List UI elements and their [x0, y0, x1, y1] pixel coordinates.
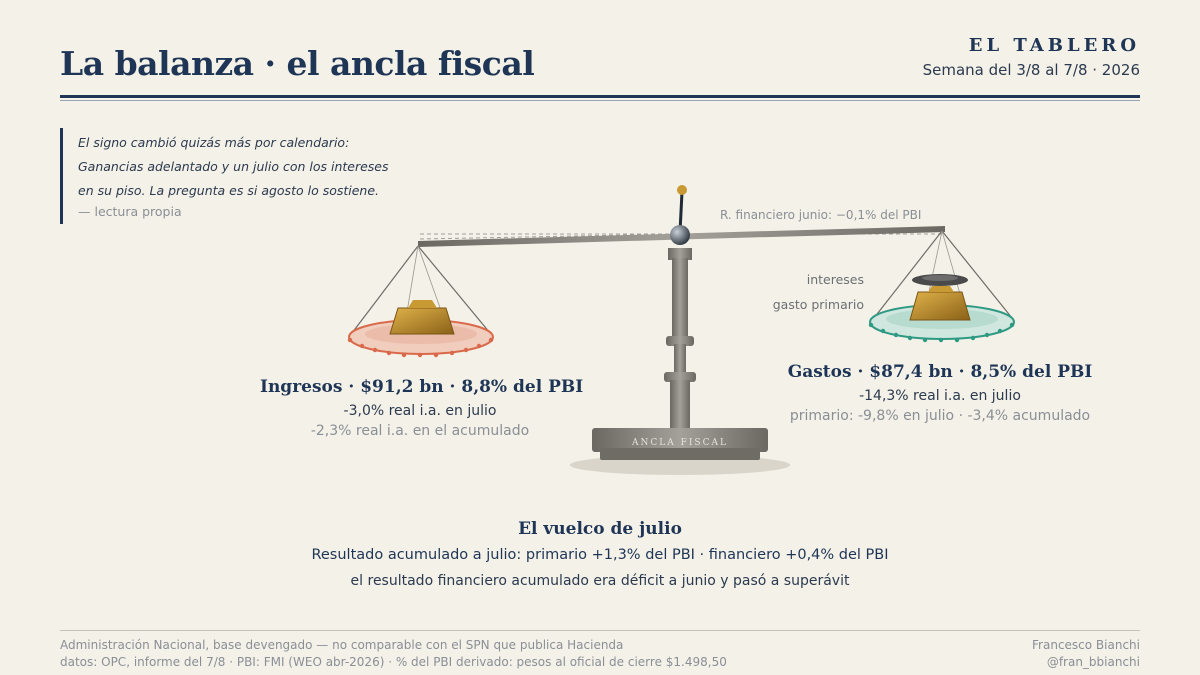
- quote-bar: [60, 128, 63, 224]
- page-title: La balanza · el ancla fiscal: [60, 44, 535, 83]
- pointer-tip: [677, 185, 687, 195]
- gastos-block: Gastos · $87,4 bn · 8,5% del PBI -14,3% …: [760, 362, 1120, 424]
- ingresos-line: -3,0% real i.a. en julio: [343, 403, 497, 419]
- ingresos-title: Ingresos · $91,2 bn · 8,8% del PBI: [260, 377, 584, 397]
- week-range: Semana del 3/8 al 7/8 · 2026: [922, 61, 1140, 79]
- footer-note: Administración Nacional, base devengado …: [60, 638, 624, 652]
- footer-rule: [60, 630, 1140, 631]
- header-rule: [60, 95, 1140, 98]
- beam-pivot: [670, 225, 690, 245]
- author-name: Francesco Bianchi: [1032, 638, 1140, 652]
- quote-text: El signo cambió quizás más por calendari…: [78, 135, 389, 198]
- base-label: ANCLA FISCAL: [631, 438, 728, 448]
- gastos-line: -14,3% real i.a. en julio: [859, 388, 1021, 404]
- ingresos-block: Ingresos · $91,2 bn · 8,8% del PBI -3,0%…: [260, 377, 584, 439]
- vuelco-sub: el resultado financiero acumulado era dé…: [350, 573, 850, 589]
- quote-source: — lectura propia: [78, 204, 182, 219]
- gastos-sub: primario: -9,8% en julio · -3,4% acumula…: [789, 408, 1091, 424]
- left-gold-weight: [389, 307, 455, 335]
- label-intereses: intereses: [806, 272, 864, 287]
- ingresos-sub: -2,3% real i.a. en el acumulado: [310, 423, 530, 439]
- right-gold-weight: [909, 291, 971, 321]
- right-pan: [868, 230, 1015, 343]
- footer-sources: datos: OPC, informe del 7/8 · PBI: FMI (…: [60, 655, 727, 669]
- scale-base: ANCLA FISCAL: [592, 428, 768, 460]
- brand-name: EL TABLERO: [968, 35, 1140, 56]
- beam-note: R. financiero junio: −0,1% del PBI: [720, 208, 922, 222]
- header-rule-thin: [60, 100, 1140, 101]
- vuelco-title: El vuelco de julio: [518, 519, 682, 539]
- author-handle: @fran_bbianchi: [1046, 655, 1140, 669]
- gastos-title: Gastos · $87,4 bn · 8,5% del PBI: [787, 362, 1093, 382]
- vuelco-line: Resultado acumulado a julio: primario +1…: [311, 547, 889, 563]
- left-pan: [347, 245, 494, 358]
- scale-column: [664, 248, 696, 428]
- label-gasto-primario: gasto primario: [772, 297, 864, 312]
